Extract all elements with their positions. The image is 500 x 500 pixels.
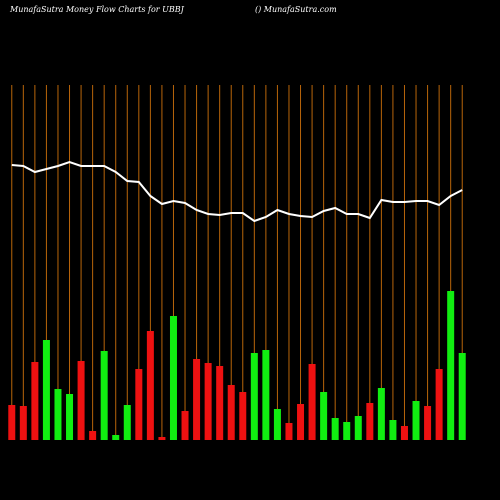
- bar: [146, 331, 154, 440]
- bar: [8, 405, 16, 440]
- bar: [77, 361, 85, 440]
- bar: [320, 392, 328, 440]
- bar: [331, 418, 339, 440]
- chart-title: MunafaSutra Money Flow Charts for UBBJ: [9, 5, 185, 14]
- bar: [400, 426, 408, 440]
- bar: [123, 405, 131, 440]
- bar: [273, 409, 281, 440]
- bar: [42, 340, 50, 440]
- bar: [377, 388, 385, 440]
- bar: [262, 350, 270, 440]
- chart-subtitle: () MunafaSutra.com: [255, 5, 337, 14]
- bar: [285, 423, 293, 440]
- bar: [435, 369, 443, 440]
- bar: [227, 385, 235, 440]
- bar: [54, 389, 62, 440]
- bar: [193, 359, 201, 440]
- bar: [447, 291, 455, 440]
- bar: [181, 411, 189, 440]
- bar: [135, 369, 143, 440]
- bar: [169, 316, 177, 440]
- bar: [204, 363, 212, 440]
- bar: [19, 406, 27, 440]
- bar: [112, 435, 120, 440]
- bar: [343, 422, 351, 440]
- bar: [89, 431, 97, 440]
- price-line: [11, 160, 463, 223]
- bar: [412, 401, 420, 440]
- bar: [297, 404, 305, 440]
- bar: [158, 437, 166, 440]
- bar: [389, 420, 397, 440]
- bar: [31, 362, 39, 440]
- bar: [354, 416, 362, 440]
- bar: [424, 406, 432, 440]
- bar: [239, 392, 247, 440]
- bar: [250, 353, 258, 440]
- bar: [216, 366, 224, 440]
- bar: [458, 353, 466, 440]
- bar: [100, 351, 108, 440]
- bar: [66, 394, 74, 440]
- bar: [366, 403, 374, 440]
- bar: [308, 364, 316, 440]
